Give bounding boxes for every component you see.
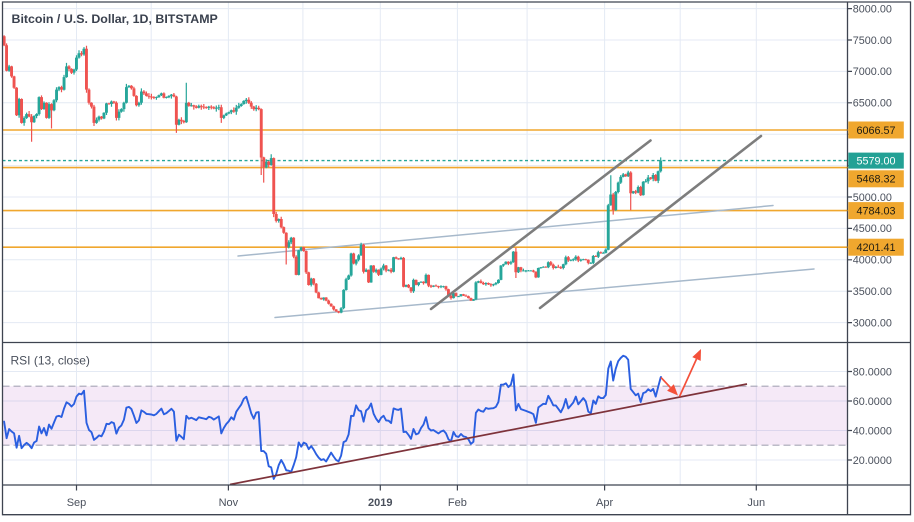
svg-text:Jun: Jun (747, 497, 765, 509)
svg-text:3000.00: 3000.00 (853, 317, 892, 329)
svg-text:7000.00: 7000.00 (853, 66, 892, 78)
svg-text:3500.00: 3500.00 (853, 286, 892, 298)
svg-text:20.0000: 20.0000 (853, 455, 892, 467)
svg-text:5579.00: 5579.00 (856, 155, 895, 167)
svg-text:Bitcoin / U.S. Dollar, 1D, BIT: Bitcoin / U.S. Dollar, 1D, BITSTAMP (12, 12, 218, 26)
svg-text:80.0000: 80.0000 (853, 366, 892, 378)
svg-text:Nov: Nov (219, 497, 239, 509)
svg-text:7500.00: 7500.00 (853, 35, 892, 47)
svg-text:6066.57: 6066.57 (856, 125, 895, 137)
svg-text:5468.32: 5468.32 (856, 174, 895, 186)
svg-text:4784.03: 4784.03 (856, 205, 895, 217)
svg-text:60.0000: 60.0000 (853, 396, 892, 408)
svg-text:RSI (13, close): RSI (13, close) (11, 354, 90, 368)
svg-text:Sep: Sep (67, 497, 87, 509)
svg-text:Apr: Apr (596, 497, 613, 509)
svg-text:2019: 2019 (368, 497, 392, 509)
svg-text:8000.00: 8000.00 (853, 3, 892, 15)
svg-text:4201.41: 4201.41 (856, 242, 895, 254)
svg-text:4500.00: 4500.00 (853, 223, 892, 235)
svg-text:40.0000: 40.0000 (853, 425, 892, 437)
svg-text:Feb: Feb (448, 497, 467, 509)
svg-text:4000.00: 4000.00 (853, 255, 892, 267)
svg-text:6500.00: 6500.00 (853, 98, 892, 110)
svg-text:5000.00: 5000.00 (853, 192, 892, 204)
